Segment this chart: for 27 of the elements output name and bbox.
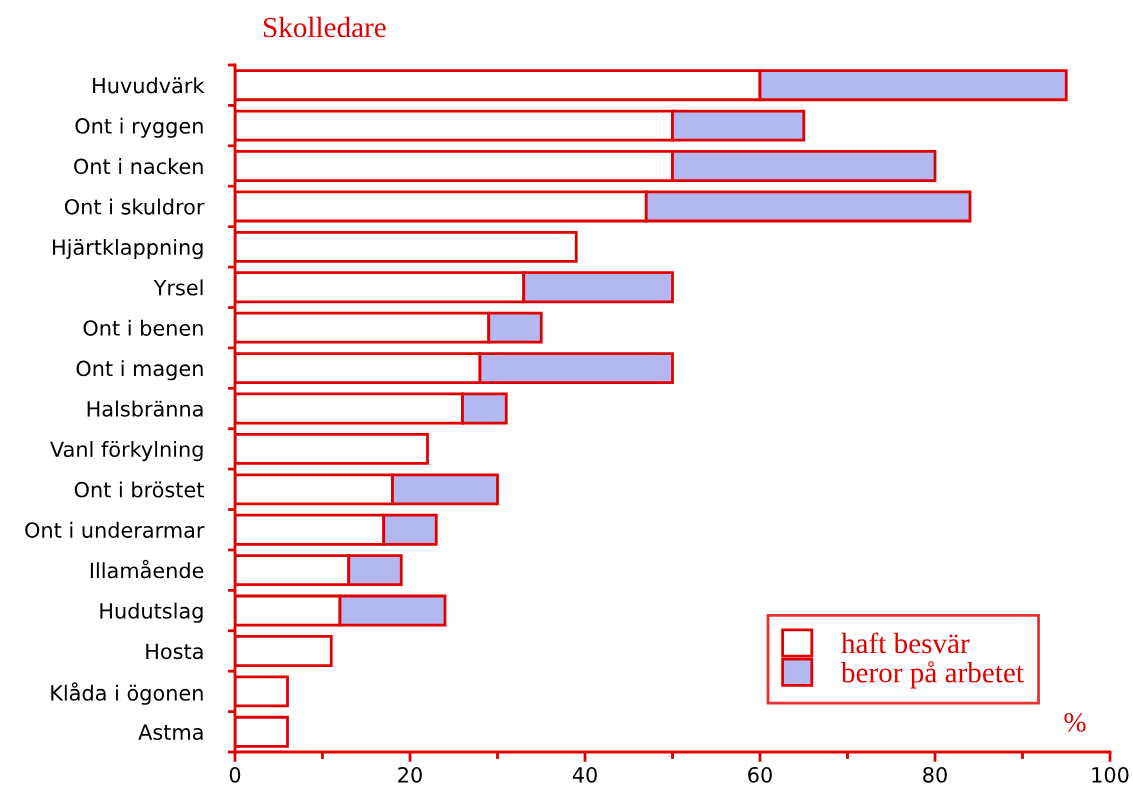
x-tick-label: 0 [229, 766, 241, 783]
y-tick-label: Illamående [90, 559, 204, 579]
y-tick-label: Halsbränna [87, 400, 203, 417]
y-tick-label: Huvudvärk [93, 77, 205, 94]
y-tick-label: Ont i magen [76, 360, 203, 381]
legend-label: haft besvär [841, 632, 970, 654]
y-tick-label: Yrsel [153, 279, 203, 296]
y-tick-label: Ont i nacken [74, 158, 203, 175]
y-tick-label: Hudutslag [100, 602, 203, 623]
y-tick-label: Ont i bröstet [74, 481, 204, 498]
y-tick-label: Astma [138, 724, 203, 741]
y-tick-label: Ont i ryggen [75, 117, 203, 138]
x-tick-label: 100 [1092, 766, 1129, 783]
x-tick-label: 60 [748, 766, 772, 783]
y-tick-label: Ont i benen [83, 319, 203, 336]
y-tick-label: Ont i skuldror [64, 198, 205, 215]
x-tick-label: 20 [398, 766, 422, 783]
x-axis-title: % [1064, 712, 1086, 732]
y-tick-label: Klåda i ögonen [51, 682, 203, 705]
x-tick-label: 40 [572, 766, 597, 783]
y-tick-label: Ont i underarmar [25, 521, 205, 538]
legend-label: beror på arbetet [840, 661, 1024, 689]
y-tick-label: Hosta [146, 643, 203, 660]
chart-title: Skolledare [263, 16, 386, 38]
x-tick-label: 80 [923, 766, 947, 783]
y-tick-label: Vanl förkylning [50, 441, 203, 462]
y-tick-label: Hjärtklappning [53, 238, 203, 260]
